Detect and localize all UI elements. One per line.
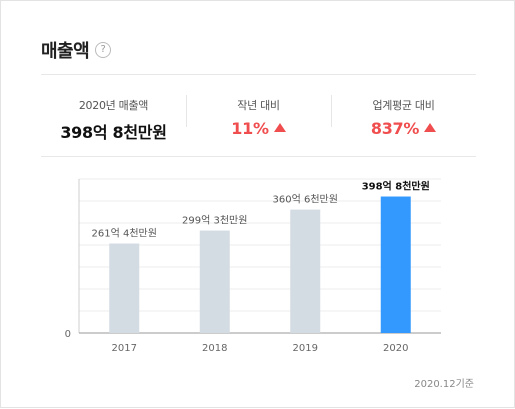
summary-row: 2020년 매출액 398억 8천만원 작년 대비 11% 업계평균 대비 83…	[41, 89, 476, 147]
summary-value: 11%	[231, 119, 269, 138]
bar	[290, 209, 321, 333]
summary-value: 837%	[370, 119, 420, 138]
y-tick-label: 0	[65, 329, 71, 340]
summary-yoy: 작년 대비 11%	[186, 89, 331, 147]
x-tick-label: 2020	[383, 343, 408, 354]
divider-mid	[41, 156, 476, 157]
footnote-date: 2020.12기준	[414, 379, 474, 390]
data-label: 398억 8천만원	[362, 180, 430, 193]
summary-revenue: 2020년 매출액 398억 8천만원	[41, 89, 186, 147]
bar	[380, 196, 411, 333]
divider-top	[41, 74, 476, 75]
data-label: 360억 6천만원	[273, 194, 338, 206]
help-icon[interactable]: ?	[95, 42, 112, 58]
summary-label: 2020년 매출액	[78, 99, 149, 112]
up-arrow-icon	[273, 123, 286, 132]
card-header: 매출액 ?	[41, 37, 112, 63]
data-label: 261억 4천만원	[92, 228, 157, 240]
bar	[199, 230, 230, 333]
x-tick-label: 2018	[202, 343, 227, 354]
summary-industry: 업계평균 대비 837%	[331, 89, 476, 147]
data-label: 299억 3천만원	[182, 215, 247, 227]
summary-label: 작년 대비	[237, 99, 280, 112]
x-tick-label: 2019	[293, 343, 318, 354]
up-arrow-icon	[424, 123, 437, 132]
card-title: 매출액	[41, 41, 90, 62]
summary-label: 업계평균 대비	[372, 99, 435, 112]
summary-value: 398억 8천만원	[60, 123, 167, 142]
bar	[109, 243, 140, 333]
x-tick-label: 2017	[112, 343, 137, 354]
